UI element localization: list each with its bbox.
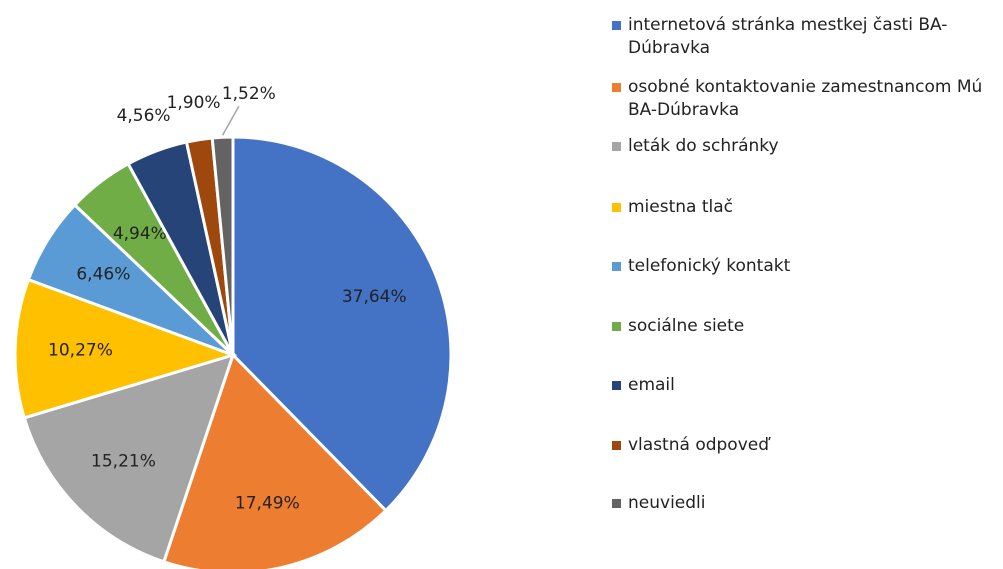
legend-label: vlastná odpoveď <box>628 435 770 455</box>
legend-swatch <box>612 262 621 271</box>
legend-label: neuviedli <box>628 493 706 513</box>
pie-slice <box>161 352 388 569</box>
legend-label: telefonický kontakt <box>628 256 791 276</box>
data-label: 1,90% <box>167 93 221 113</box>
data-label: 4,56% <box>117 106 171 126</box>
legend-swatch <box>612 203 621 212</box>
legend-label: sociálne siete <box>628 316 745 336</box>
legend-swatch <box>612 322 621 331</box>
pie-chart: 37,64%17,49%15,21%10,27%6,46%4,94%4,56%1… <box>13 84 453 569</box>
legend-swatch <box>612 21 621 30</box>
pie-slice <box>13 277 238 420</box>
legend-swatch <box>612 381 621 390</box>
data-label: 4,94% <box>113 224 167 244</box>
data-label: 37,64% <box>342 287 407 307</box>
legend-label: osobné kontaktovanie zamestnancom Mú BA-… <box>628 77 983 120</box>
legend-swatch <box>612 142 621 151</box>
legend-item: sociálne siete <box>612 315 1002 338</box>
pie-slice <box>210 135 235 356</box>
pie-slice <box>231 135 453 513</box>
legend-swatch <box>612 441 621 450</box>
data-label: 10,27% <box>48 340 113 360</box>
legend-item: internetová stránka mestkej časti BA-Dúb… <box>612 14 1002 60</box>
legend-label: miestna tlač <box>628 197 734 217</box>
legend-item: telefonický kontakt <box>612 255 1002 278</box>
legend-item: miestna tlač <box>612 196 1002 219</box>
legend-item: neuviedli <box>612 492 1002 515</box>
legend-item: vlastná odpoveď <box>612 434 1002 457</box>
legend-swatch <box>612 83 621 92</box>
legend-label: internetová stránka mestkej časti BA-Dúb… <box>628 15 948 58</box>
legend-label: leták do schránky <box>628 136 779 156</box>
legend-label: email <box>628 375 675 395</box>
legend-swatch <box>612 499 621 508</box>
data-label: 1,52% <box>222 84 276 104</box>
data-label: 17,49% <box>235 494 300 514</box>
data-label: 6,46% <box>76 264 130 284</box>
leader-line <box>221 105 240 136</box>
legend-item: osobné kontaktovanie zamestnancom Mú BA-… <box>612 76 1002 122</box>
legend-item: email <box>612 374 1002 397</box>
data-label: 15,21% <box>91 451 156 471</box>
pie-slice <box>22 352 236 564</box>
legend-item: leták do schránky <box>612 135 1002 158</box>
